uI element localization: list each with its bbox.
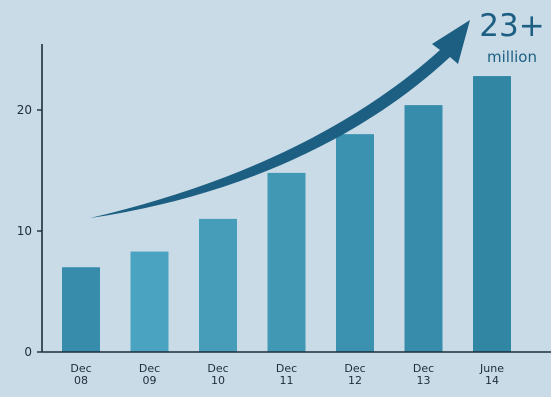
annotation-unit: million: [487, 48, 537, 66]
bar-shade-1: [130, 251, 169, 352]
bar-shade-6: [473, 76, 511, 353]
x-tick-label-month: Dec: [139, 362, 160, 375]
bar-shade-2: [199, 218, 237, 352]
x-tick-label-month: June: [479, 362, 504, 375]
x-tick-label-year: 13: [417, 374, 431, 387]
bar-3: [267, 172, 306, 352]
x-tick-label-year: 12: [348, 374, 362, 387]
bars-group: [62, 76, 511, 353]
bar-4: [336, 134, 374, 352]
bar-shade-3: [267, 172, 306, 352]
x-tick-label-month: Dec: [207, 362, 228, 375]
bar-2: [199, 218, 237, 352]
bar-shade-4: [336, 134, 374, 352]
bar-shade-5: [404, 105, 443, 352]
y-tick-label: 20: [17, 103, 32, 117]
x-tick-label-year: 10: [211, 374, 225, 387]
x-tick-label-year: 11: [280, 374, 294, 387]
annotation-value: 23+: [479, 8, 544, 44]
x-tick-label-month: Dec: [70, 362, 91, 375]
y-tick-label: 0: [24, 345, 32, 359]
axes-group: Dec08Dec09Dec10Dec11Dec12Dec13June140102…: [17, 44, 551, 387]
bar-shade-0: [62, 267, 100, 352]
x-tick-label-year: 14: [485, 374, 499, 387]
x-tick-label-month: Dec: [276, 362, 297, 375]
y-tick-label: 10: [17, 224, 32, 238]
x-tick-label-month: Dec: [344, 362, 365, 375]
x-tick-label-month: Dec: [413, 362, 434, 375]
x-tick-label-year: 09: [143, 374, 157, 387]
bar-1: [130, 251, 169, 352]
x-tick-label-year: 08: [74, 374, 88, 387]
